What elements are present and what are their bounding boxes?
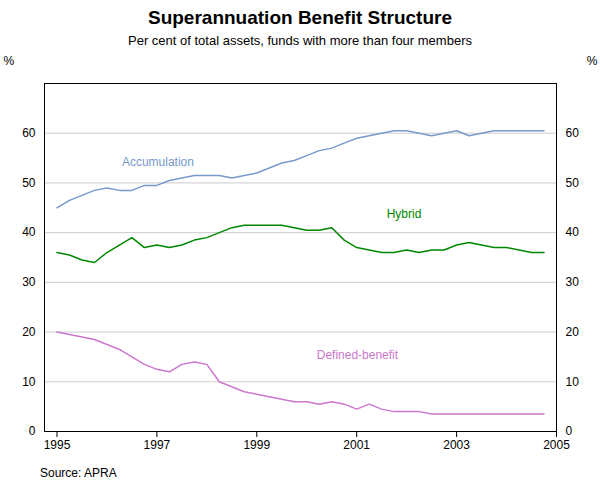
svg-text:1995: 1995 [44, 438, 71, 452]
svg-text:2001: 2001 [343, 438, 370, 452]
svg-text:60: 60 [566, 126, 580, 140]
svg-text:40: 40 [22, 225, 36, 239]
svg-text:20: 20 [22, 325, 36, 339]
svg-text:60: 60 [22, 126, 36, 140]
svg-text:%: % [4, 54, 15, 68]
svg-text:Defined-benefit: Defined-benefit [317, 348, 399, 362]
svg-text:1997: 1997 [144, 438, 171, 452]
svg-text:30: 30 [566, 275, 580, 289]
svg-text:1999: 1999 [243, 438, 270, 452]
svg-text:0: 0 [566, 424, 573, 438]
svg-text:20: 20 [566, 325, 580, 339]
svg-text:2005: 2005 [543, 438, 570, 452]
svg-text:%: % [587, 54, 598, 68]
svg-text:50: 50 [566, 176, 580, 190]
html-text:Per cent of total assets, fund: Per cent of total assets, funds with mor… [128, 33, 472, 48]
svg-text:2003: 2003 [443, 438, 470, 452]
svg-text:0: 0 [29, 424, 36, 438]
svg-text:10: 10 [22, 375, 36, 389]
svg-text:Accumulation: Accumulation [122, 155, 194, 169]
svg-text:30: 30 [22, 275, 36, 289]
html-text:Source: APRA: Source: APRA [40, 466, 117, 480]
svg-text:50: 50 [22, 176, 36, 190]
svg-text:40: 40 [566, 225, 580, 239]
html-text:Superannuation Benefit Structu: Superannuation Benefit Structure [148, 7, 452, 28]
svg-text:Hybrid: Hybrid [387, 207, 422, 221]
svg-text:10: 10 [566, 375, 580, 389]
